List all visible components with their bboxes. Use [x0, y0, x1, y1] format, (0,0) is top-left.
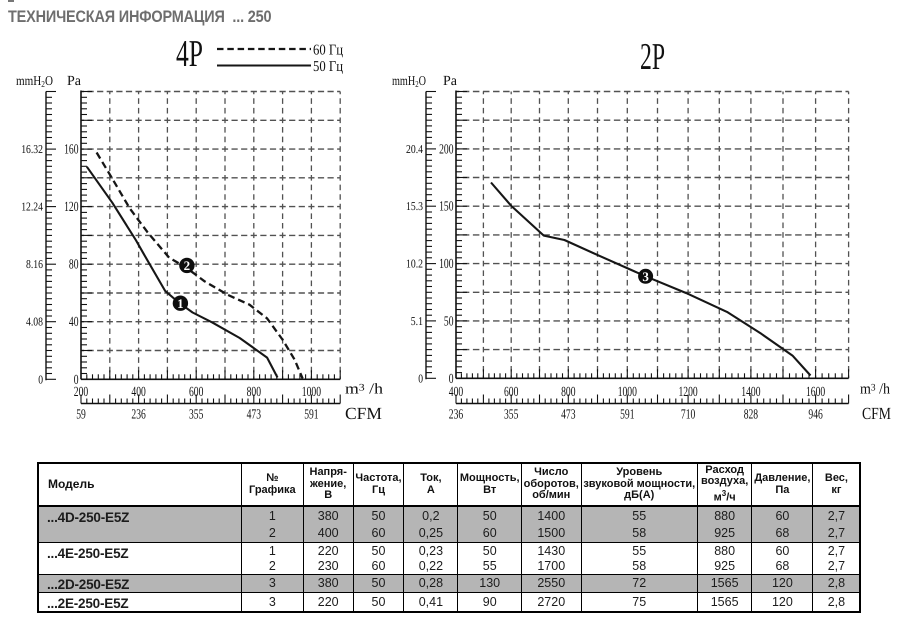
svg-text:355: 355 [189, 408, 203, 423]
svg-text:473: 473 [561, 408, 575, 423]
svg-text:100: 100 [439, 257, 453, 272]
svg-text:1000: 1000 [302, 385, 321, 400]
svg-text:60 Гц: 60 Гц [313, 43, 343, 59]
svg-text:20.4: 20.4 [406, 142, 423, 156]
svg-text:50: 50 [444, 314, 454, 329]
svg-text:160: 160 [64, 143, 78, 158]
svg-text:4P: 4P [176, 33, 203, 75]
svg-text:m3 /h: m3 /h [345, 382, 384, 398]
svg-text:710: 710 [681, 408, 695, 423]
svg-text:mmH2O: mmH2O [16, 73, 53, 89]
svg-text:Pa: Pa [67, 74, 82, 89]
svg-text:80: 80 [69, 258, 79, 273]
svg-text:1000: 1000 [618, 385, 637, 400]
svg-text:0: 0 [38, 372, 43, 386]
svg-text:8.16: 8.16 [26, 257, 43, 271]
svg-text:800: 800 [247, 385, 261, 400]
svg-text:355: 355 [504, 408, 518, 423]
svg-text:828: 828 [744, 408, 758, 423]
svg-text:236: 236 [131, 408, 145, 423]
svg-text:150: 150 [439, 200, 453, 215]
svg-text:473: 473 [247, 408, 261, 423]
svg-text:0: 0 [74, 373, 79, 388]
svg-text:CFM: CFM [862, 404, 891, 423]
svg-text:5.1: 5.1 [411, 314, 423, 328]
svg-text:4.08: 4.08 [26, 315, 43, 329]
svg-text:2P: 2P [640, 36, 665, 78]
svg-text:600: 600 [504, 385, 518, 400]
svg-text:236: 236 [449, 408, 463, 423]
svg-text:CFM: CFM [345, 404, 382, 423]
svg-text:16.32: 16.32 [21, 142, 43, 156]
svg-text:Pa: Pa [443, 74, 458, 89]
svg-text:120: 120 [64, 200, 78, 215]
svg-text:600: 600 [189, 385, 203, 400]
svg-text:200: 200 [74, 385, 88, 400]
svg-text:200: 200 [439, 142, 453, 157]
svg-text:591: 591 [620, 408, 634, 423]
svg-text:50 Гц: 50 Гц [313, 59, 343, 75]
svg-text:2: 2 [184, 258, 191, 273]
svg-text:946: 946 [808, 408, 822, 423]
svg-text:400: 400 [449, 385, 463, 400]
svg-text:40: 40 [69, 315, 79, 330]
svg-text:1400: 1400 [741, 385, 760, 400]
svg-text:0: 0 [418, 371, 423, 385]
svg-text:12.24: 12.24 [21, 200, 43, 214]
svg-text:591: 591 [304, 408, 318, 423]
svg-text:mmH2O: mmH2O [392, 73, 426, 89]
svg-text:1: 1 [177, 296, 184, 311]
svg-text:0: 0 [449, 372, 454, 387]
svg-text:15.3: 15.3 [406, 199, 423, 213]
svg-text:1200: 1200 [679, 385, 698, 400]
svg-text:800: 800 [561, 385, 575, 400]
svg-text:400: 400 [131, 385, 145, 400]
svg-text:10.2: 10.2 [406, 257, 423, 271]
svg-text:1600: 1600 [806, 385, 825, 400]
svg-text:3: 3 [642, 269, 649, 284]
svg-text:59: 59 [76, 408, 86, 423]
svg-text:m3 /h: m3 /h [860, 382, 890, 398]
